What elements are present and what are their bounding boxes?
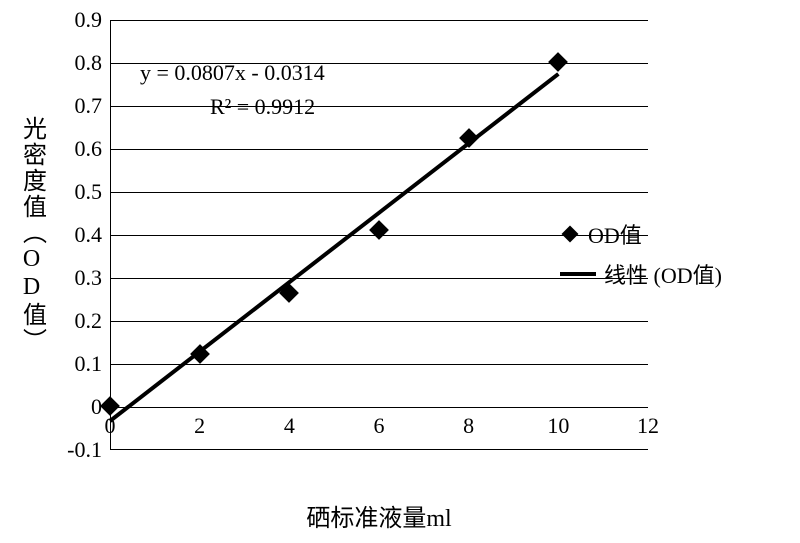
trendline-r-squared: R² = 0.9912 [210,94,315,120]
gridline-horizontal [111,321,648,322]
gridline-horizontal [111,407,648,408]
gridline-horizontal [111,149,648,150]
x-axis-title: 硒标准液量ml [306,498,451,533]
y-tick-label: 0.7 [75,93,103,119]
y-tick-label: 0.3 [75,265,103,291]
gridline-horizontal [111,106,648,107]
x-tick-label: 2 [194,413,205,439]
x-tick-label: 8 [463,413,474,439]
y-tick-label: 0.2 [75,308,103,334]
chart-container: 光密度值（OD值） 硒标准液量ml y = 0.0807x - 0.0314 R… [0,0,800,543]
legend-label-trendline: 线性 (OD值) [604,258,722,290]
y-tick-label: 0.8 [75,50,103,76]
gridline-horizontal [111,20,648,21]
legend-label-series: OD值 [588,218,642,250]
x-tick-label: 10 [547,413,569,439]
y-tick-label: 0.9 [75,7,103,33]
legend-item-series: OD值 [560,218,722,250]
y-axis-title: 光密度值（OD值） [15,116,50,354]
y-tick-label: 0.4 [75,222,103,248]
x-tick-label: 4 [284,413,295,439]
x-tick-label: 6 [374,413,385,439]
gridline-horizontal [111,192,648,193]
trendline-equation: y = 0.0807x - 0.0314 [140,60,325,86]
y-tick-label: -0.1 [67,437,102,463]
y-tick-label: 0.1 [75,351,103,377]
y-tick-label: 0.6 [75,136,103,162]
legend-item-trendline: 线性 (OD值) [560,258,722,290]
x-tick-label: 12 [637,413,659,439]
legend: OD值 线性 (OD值) [560,218,722,298]
line-icon [560,272,596,276]
diamond-icon [562,226,579,243]
y-tick-label: 0.5 [75,179,103,205]
gridline-horizontal [111,364,648,365]
